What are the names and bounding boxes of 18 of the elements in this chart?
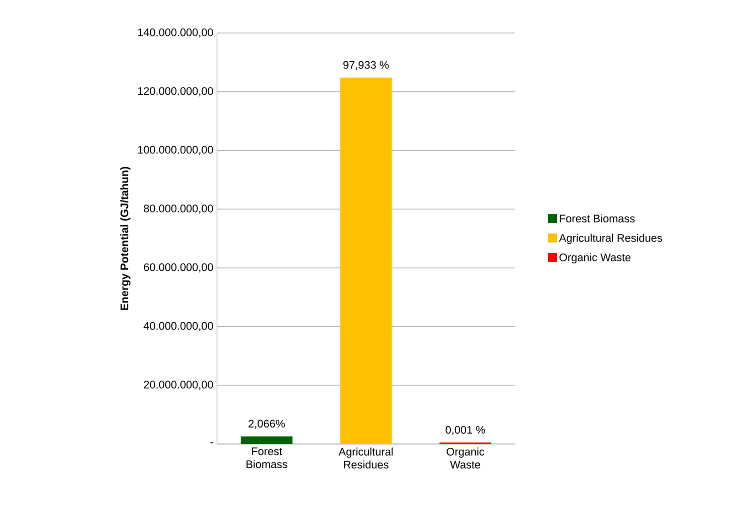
legend-label: Forest Biomass	[560, 214, 635, 222]
y-tick-label: 40.000.000,00	[144, 322, 214, 332]
x-tick-label: Agricultural Residues	[338, 448, 393, 469]
y-tick-label: 100.000.000,00	[138, 146, 214, 155]
y-tick-label: 80.000.000,00	[144, 204, 214, 214]
annotation: 0,001 %	[446, 426, 486, 436]
y-tick-label: 60.000.000,00	[144, 263, 214, 272]
annotation: 2,066%	[248, 420, 285, 429]
annotation: 97,933 %	[343, 61, 389, 70]
y-tick-label: 120.000.000,00	[138, 87, 214, 96]
y-tick-label: -	[210, 442, 213, 444]
x-tick-label: Organic Waste	[446, 448, 484, 469]
y-axis-title: Energy Potential (GJ/tahun)	[120, 166, 130, 310]
x-tick-label: Forest Biomass	[246, 448, 288, 468]
legend-label: Agricultural Residues	[559, 234, 662, 244]
legend-label: Organic Waste	[560, 253, 631, 264]
y-tick-label: 20.000.000,00	[144, 380, 214, 390]
y-tick-label: 140.000.000,00	[138, 28, 214, 38]
